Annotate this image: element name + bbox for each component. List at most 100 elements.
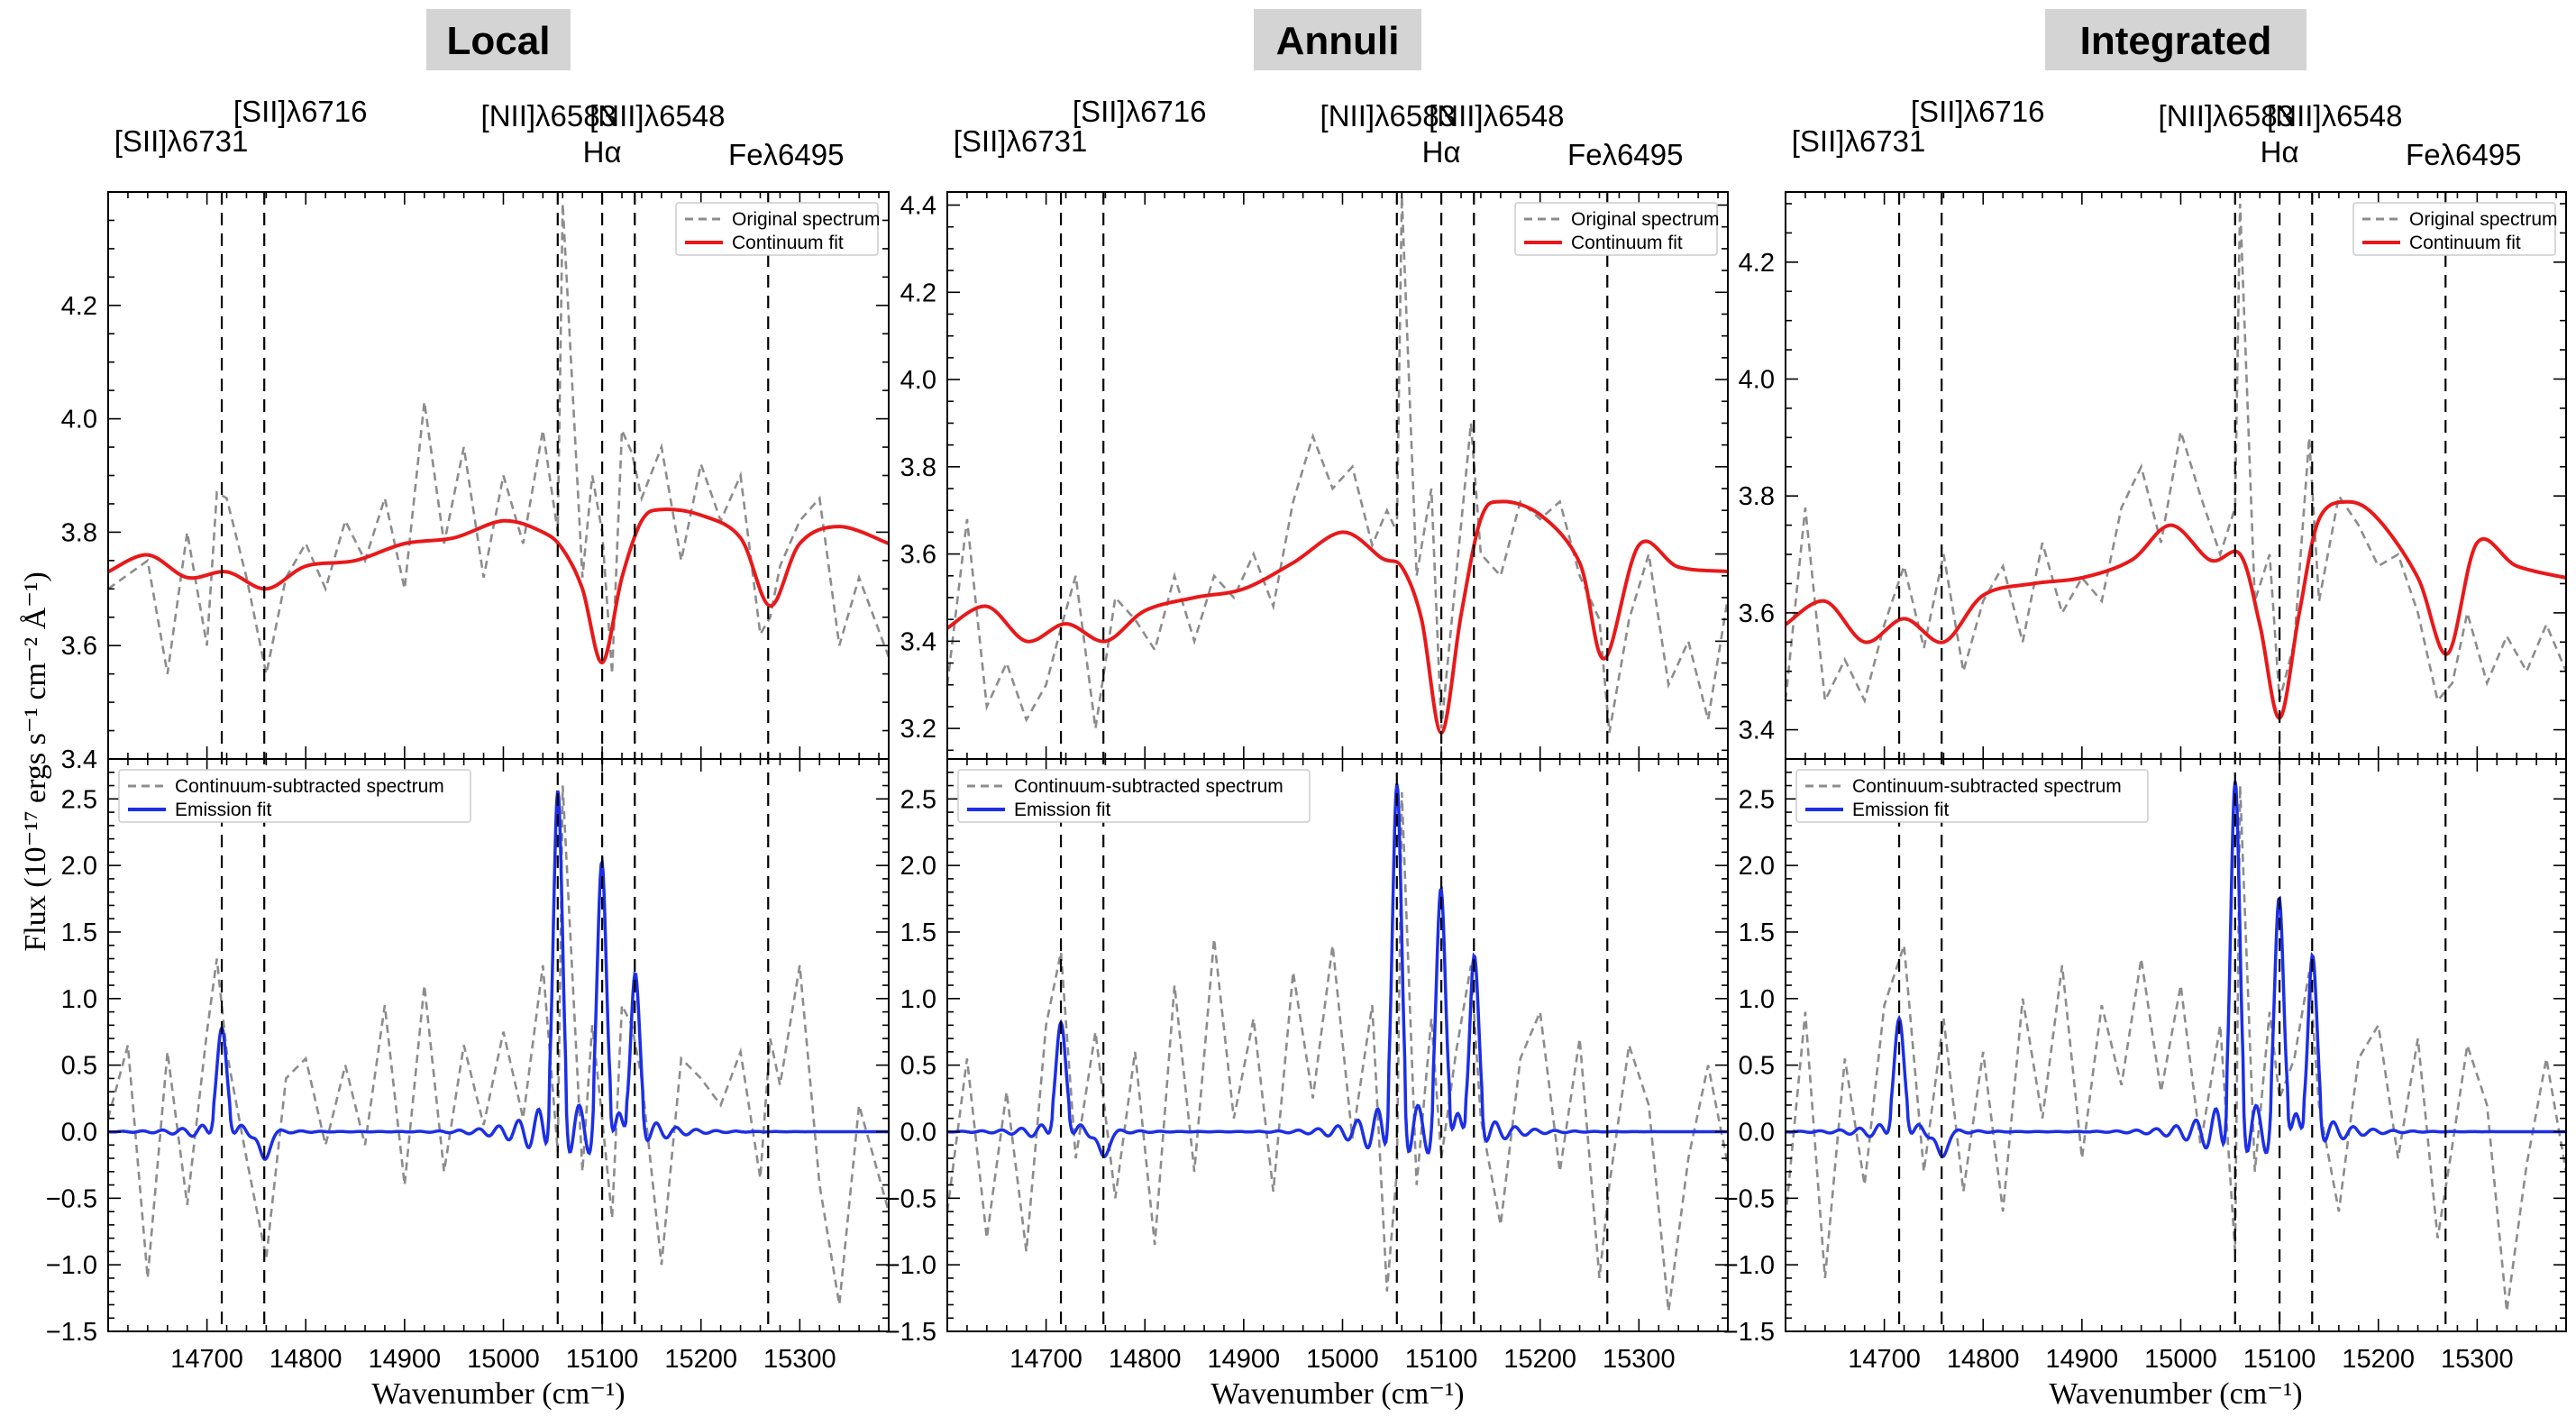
line-label: [NII]λ6583 — [2159, 99, 2294, 133]
legend-label: Original spectrum — [2409, 209, 2558, 230]
y-tick-label: −0.5 — [1723, 1184, 1775, 1213]
line-label: [SII]λ6716 — [233, 95, 368, 128]
legend: Continuum-subtracted spectrum Emission fi… — [1795, 769, 2149, 823]
y-tick-label: 1.5 — [1739, 919, 1775, 947]
y-tick-label: 3.4 — [900, 627, 936, 656]
bottom-axes-frame — [107, 758, 890, 1332]
emission-fit-line — [108, 790, 889, 1161]
panel-title-background — [426, 9, 571, 70]
y-tick-label: 2.5 — [1739, 785, 1775, 814]
continuum-fit-line — [947, 499, 1728, 736]
x-tick-label: 15300 — [2441, 1345, 2514, 1374]
legend-label: Original spectrum — [1571, 209, 1720, 230]
line-label: [NII]λ6583 — [1320, 99, 1456, 133]
top-plot-area — [1786, 203, 2566, 720]
x-tick-label: 15200 — [2342, 1345, 2415, 1374]
x-tick-label: 14700 — [1848, 1345, 1921, 1374]
y-tick-label: 3.2 — [900, 715, 936, 744]
y-tick-label: −0.5 — [46, 1184, 97, 1213]
y-tick-label: 3.8 — [61, 518, 97, 547]
bottom-axes-frame — [946, 758, 1729, 1332]
y-tick-label: −1.5 — [46, 1318, 97, 1347]
x-tick-label: 14800 — [1947, 1345, 2020, 1374]
panel-title: Annuli — [1276, 19, 1400, 63]
y-tick-label: 3.4 — [61, 745, 97, 774]
y-tick-label: 4.4 — [900, 192, 936, 221]
y-tick-label: −1.0 — [885, 1251, 936, 1280]
panels: Local[SII]λ6731[SII]λ6716 [NII]λ6583Hα[NI… — [46, 9, 2567, 1411]
top-axes-frame — [946, 191, 1729, 760]
line-label: Feλ6495 — [728, 138, 844, 171]
x-tick-label: 15100 — [1405, 1345, 1478, 1374]
x-tick-label: 15200 — [1503, 1345, 1576, 1374]
emission-fit-line — [1786, 781, 2566, 1159]
line-label: Hα — [2261, 135, 2299, 169]
x-tick-label: 14700 — [170, 1345, 243, 1374]
y-tick-label: −1.0 — [1723, 1251, 1775, 1280]
y-tick-label: 3.8 — [900, 453, 936, 482]
line-label: Hα — [1422, 135, 1461, 169]
line-label: Feλ6495 — [1567, 138, 1683, 171]
x-tick-label: 14700 — [1009, 1345, 1082, 1374]
bottom-axes-frame — [1785, 758, 2567, 1332]
y-tick-label: 4.0 — [61, 406, 97, 434]
y-axis-label: Flux (10⁻¹⁷ ergs s⁻¹ cm⁻² Å⁻¹) — [19, 571, 52, 951]
legend-frame — [675, 202, 879, 256]
x-tick-label: 15000 — [1306, 1345, 1379, 1374]
y-tick-label: 1.5 — [900, 919, 936, 947]
x-tick-label: 14900 — [369, 1345, 442, 1374]
y-tick-label: −1.5 — [885, 1318, 936, 1347]
original-spectrum-line — [108, 203, 889, 674]
panel-annuli: Annuli [SII]λ6731[SII]λ6716 [NII]λ6583Hα[N… — [885, 9, 1729, 1411]
x-tick-label: 14900 — [1208, 1345, 1281, 1374]
y-tick-label: 3.4 — [1739, 717, 1775, 745]
legend-label: Emission fit — [1014, 800, 1111, 820]
panel-integrated: Integrated [SII]λ6731[SII]λ6716 [NII]λ6583… — [1723, 9, 2567, 1411]
y-tick-label: 2.0 — [900, 852, 936, 881]
line-label: [SII]λ6731 — [114, 124, 249, 158]
y-tick-label: 2.5 — [900, 785, 936, 814]
y-tick-label: 2.0 — [1739, 852, 1775, 881]
y-tick-label: 0.0 — [1739, 1118, 1775, 1147]
y-tick-label: 0.0 — [61, 1118, 97, 1147]
y-tick-label: 4.0 — [1739, 366, 1775, 395]
legend-frame — [2352, 202, 2556, 256]
emission-fit-line — [947, 783, 1728, 1159]
residual-spectrum-line — [1786, 785, 2566, 1312]
panel-title-background — [2045, 9, 2307, 70]
legend-label: Continuum fit — [2409, 233, 2521, 253]
legend: Original spectrum Continuum fit — [1514, 202, 1720, 256]
y-tick-label: 3.8 — [1739, 482, 1775, 511]
y-tick-label: −0.5 — [885, 1184, 936, 1213]
line-label: [NII]λ6548 — [1429, 99, 1564, 133]
legend-label: Continuum-subtracted spectrum — [175, 776, 444, 797]
y-tick-label: 3.6 — [1739, 599, 1775, 628]
continuum-fit-line — [108, 507, 889, 665]
x-tick-label: 15300 — [763, 1345, 836, 1374]
x-tick-label: 15100 — [2243, 1345, 2316, 1374]
y-tick-label: 3.6 — [61, 632, 97, 661]
y-tick-label: 0.5 — [61, 1052, 97, 1081]
legend-frame — [957, 769, 1311, 823]
y-tick-label: 2.0 — [61, 852, 97, 881]
y-tick-label: 4.2 — [61, 292, 97, 321]
line-label: [SII]λ6731 — [1792, 124, 1926, 158]
panel-local: Local [SII]λ6731[SII]λ6716 [NII]λ6583Hα[NI… — [46, 9, 890, 1411]
y-tick-label: 1.5 — [61, 919, 97, 947]
top-axes-frame — [107, 191, 890, 760]
x-tick-label: 14800 — [1109, 1345, 1182, 1374]
x-tick-label: 15300 — [1603, 1345, 1676, 1374]
continuum-fit-line — [1786, 499, 2566, 720]
y-tick-label: 2.5 — [61, 785, 97, 814]
y-tick-label: 0.0 — [900, 1118, 936, 1147]
legend-label: Continuum-subtracted spectrum — [1852, 776, 2122, 797]
panel-title: Local — [447, 19, 551, 63]
x-tick-label: 14800 — [269, 1345, 343, 1374]
x-tick-label: 15000 — [2144, 1345, 2217, 1374]
line-label: [SII]λ6731 — [954, 124, 1088, 158]
line-label: Hα — [583, 135, 622, 169]
y-tick-label: 0.5 — [900, 1052, 936, 1081]
y-tick-label: −1.5 — [1723, 1318, 1775, 1347]
bottom-plot-area — [108, 785, 889, 1305]
x-axis-label: Wavenumber (cm⁻¹) — [2049, 1377, 2302, 1411]
